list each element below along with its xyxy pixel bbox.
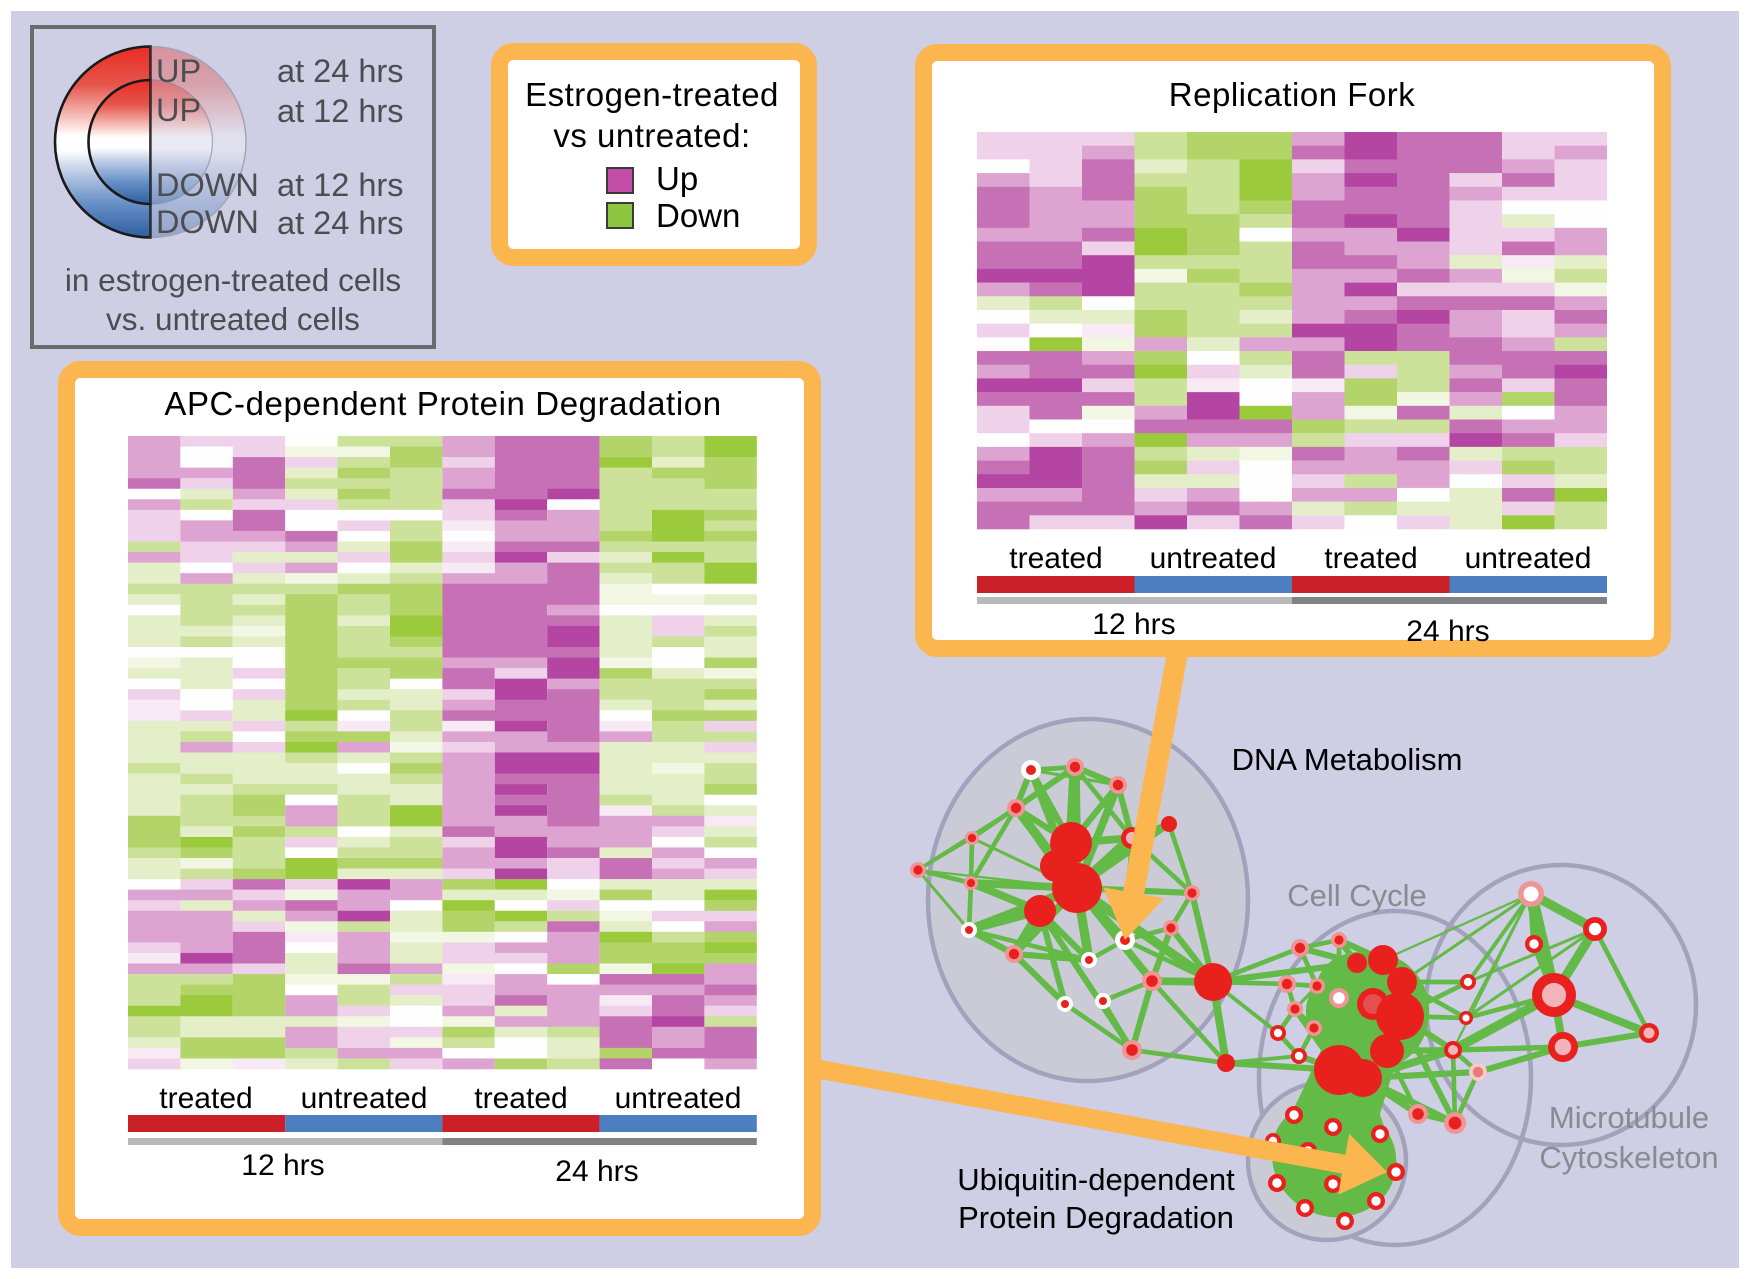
svg-text:vs. untreated cells: vs. untreated cells <box>106 301 360 337</box>
svg-text:DNA Metabolism: DNA Metabolism <box>1232 742 1463 777</box>
svg-text:treated: treated <box>1324 542 1417 575</box>
svg-text:DOWN: DOWN <box>156 204 259 240</box>
svg-text:DOWN: DOWN <box>156 167 259 203</box>
svg-text:Down: Down <box>656 197 740 234</box>
svg-text:Protein Degradation: Protein Degradation <box>958 1200 1234 1235</box>
svg-text:treated: treated <box>1009 542 1102 575</box>
svg-text:Cytoskeleton: Cytoskeleton <box>1539 1140 1718 1175</box>
svg-text:untreated: untreated <box>615 1082 742 1115</box>
svg-text:vs untreated:: vs untreated: <box>553 117 750 154</box>
svg-text:UP: UP <box>156 92 201 128</box>
svg-text:treated: treated <box>474 1082 567 1115</box>
svg-text:12 hrs: 12 hrs <box>241 1149 324 1182</box>
svg-text:Microtubule: Microtubule <box>1549 1100 1709 1135</box>
svg-text:12 hrs: 12 hrs <box>1092 608 1175 641</box>
svg-text:in estrogen-treated cells: in estrogen-treated cells <box>65 262 401 298</box>
svg-text:24 hrs: 24 hrs <box>1406 615 1489 648</box>
svg-text:APC-dependent Protein Degradat: APC-dependent Protein Degradation <box>164 385 721 422</box>
svg-text:Estrogen-treated: Estrogen-treated <box>525 76 779 113</box>
svg-text:untreated: untreated <box>1465 542 1592 575</box>
svg-text:at 24 hrs: at 24 hrs <box>277 53 403 89</box>
svg-text:untreated: untreated <box>301 1082 428 1115</box>
svg-text:Up: Up <box>656 160 698 197</box>
svg-text:treated: treated <box>159 1082 252 1115</box>
svg-text:UP: UP <box>156 53 201 89</box>
svg-text:Replication Fork: Replication Fork <box>1169 76 1415 113</box>
svg-text:at 24 hrs: at 24 hrs <box>277 205 403 241</box>
svg-text:at 12 hrs: at 12 hrs <box>277 93 403 129</box>
svg-text:24 hrs: 24 hrs <box>555 1155 638 1188</box>
svg-text:Ubiquitin-dependent: Ubiquitin-dependent <box>957 1162 1235 1197</box>
svg-text:Cell Cycle: Cell Cycle <box>1287 878 1427 913</box>
svg-text:at 12 hrs: at 12 hrs <box>277 167 403 203</box>
svg-text:untreated: untreated <box>1150 542 1277 575</box>
